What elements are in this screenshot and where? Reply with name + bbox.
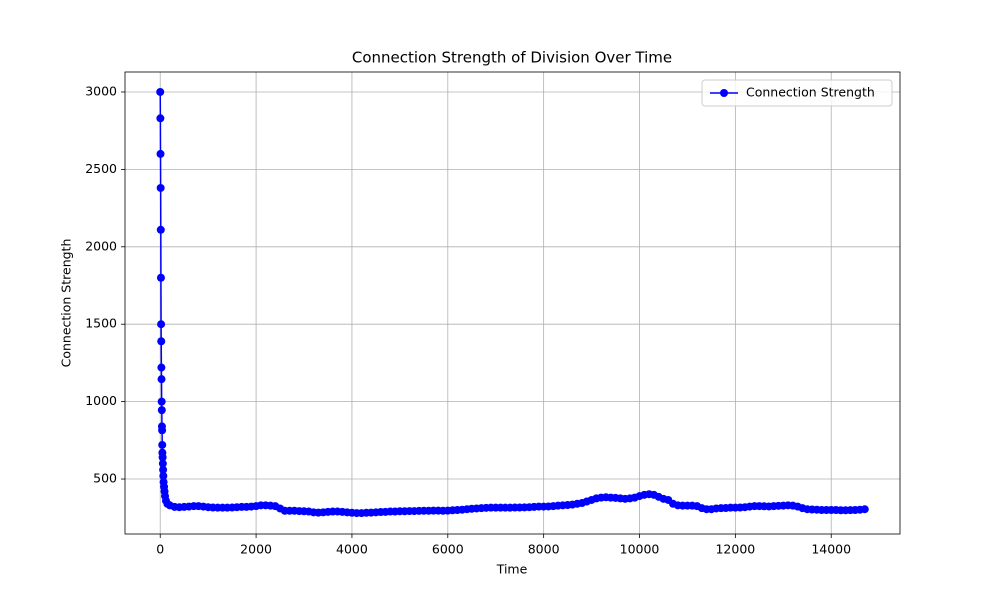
legend-marker <box>720 89 728 97</box>
data-point <box>159 465 168 474</box>
x-tick-label: 0 <box>156 542 164 557</box>
x-tick-label: 12000 <box>715 542 755 557</box>
data-point <box>158 426 167 435</box>
x-tick-label: 6000 <box>432 542 464 557</box>
x-tick-label: 8000 <box>528 542 560 557</box>
data-point <box>157 406 166 415</box>
y-tick-label: 500 <box>93 471 117 486</box>
y-tick-label: 3000 <box>85 83 117 98</box>
data-point <box>156 183 165 192</box>
legend-frame <box>701 79 893 107</box>
data-point <box>157 320 166 329</box>
y-tick-label: 1500 <box>85 316 117 331</box>
y-axis-label: Connection Strength <box>59 239 74 368</box>
data-point <box>156 149 165 158</box>
x-tick-label: 14000 <box>811 542 851 557</box>
data-point <box>156 114 165 123</box>
data-point <box>156 87 165 96</box>
x-tick-label: 10000 <box>620 542 660 557</box>
y-tick-label: 2500 <box>85 161 117 176</box>
plot-frame <box>124 71 901 535</box>
data-point <box>157 337 166 346</box>
series-line <box>159 91 865 514</box>
y-tick-label: 2000 <box>85 238 117 253</box>
x-tick-label: 4000 <box>336 542 368 557</box>
data-point <box>156 273 165 282</box>
legend: Connection Strength <box>701 79 893 107</box>
y-tick-label: 1000 <box>85 393 117 408</box>
data-point <box>158 440 167 449</box>
data-point <box>159 471 168 480</box>
legend-label: Connection Strength <box>746 85 875 100</box>
data-point <box>157 363 166 372</box>
chart-title: Connection Strength of Division Over Tim… <box>352 49 672 67</box>
data-point <box>860 505 869 514</box>
data-point <box>157 375 166 384</box>
x-axis-label: Time <box>496 562 528 577</box>
data-point <box>158 459 167 468</box>
data-point <box>156 225 165 234</box>
data-point <box>158 453 167 462</box>
x-tick-label: 2000 <box>240 542 272 557</box>
data-point <box>157 397 166 406</box>
